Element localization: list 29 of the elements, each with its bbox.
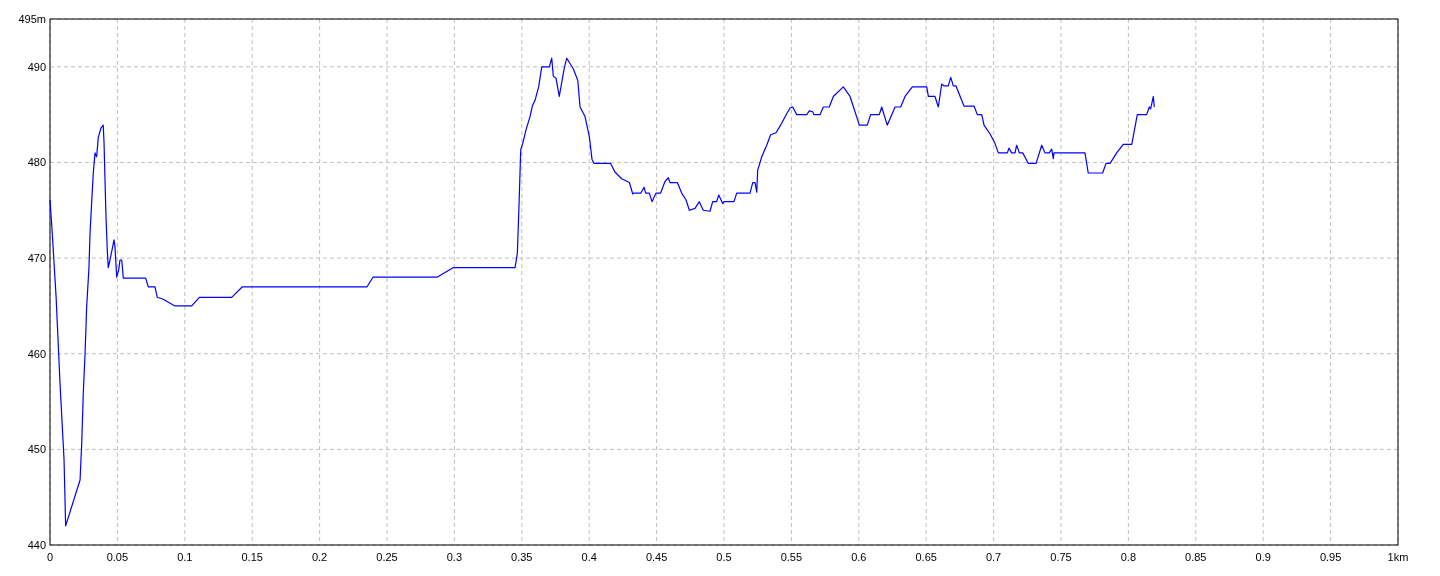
x-tick-label: 0.4 [581,551,597,563]
y-tick-label: 495m [18,13,46,25]
line-series [49,57,1155,527]
x-tick-label: 0.55 [780,551,803,563]
x-tick-label: 0.7 [985,551,1002,563]
x-tick-label: 0.3 [446,551,463,563]
x-tick-label: 0.15 [241,551,263,563]
x-tick-label: 0.45 [645,551,668,563]
x-tick-label: 0.65 [915,551,937,563]
x-tick-label: 0.2 [311,551,328,563]
x-tick-label: 0.25 [376,551,398,563]
x-tick-label: 0.1 [177,551,193,563]
y-tick-label: 440 [27,539,46,551]
y-tick-label: 470 [27,252,46,265]
x-tick-label: 0.9 [1255,551,1271,563]
x-tick-label: 0.35 [511,551,533,563]
x-tick-label: 0.05 [106,551,129,563]
y-tick-label: 490 [27,60,46,73]
x-tick-label: 0 [46,551,54,563]
y-tick-label: 450 [27,443,46,456]
x-tick-label: 0.8 [1120,551,1137,563]
x-tick-label: 1km [1387,551,1409,563]
y-tick-label: 480 [27,156,46,169]
x-tick-label: 0.95 [1319,551,1342,563]
x-tick-label: 0.85 [1185,551,1207,563]
y-tick-label: 460 [27,347,46,360]
x-tick-label: 0.6 [851,551,867,563]
x-tick-label: 0.75 [1050,551,1072,563]
x-tick-label: 0.5 [716,551,732,563]
